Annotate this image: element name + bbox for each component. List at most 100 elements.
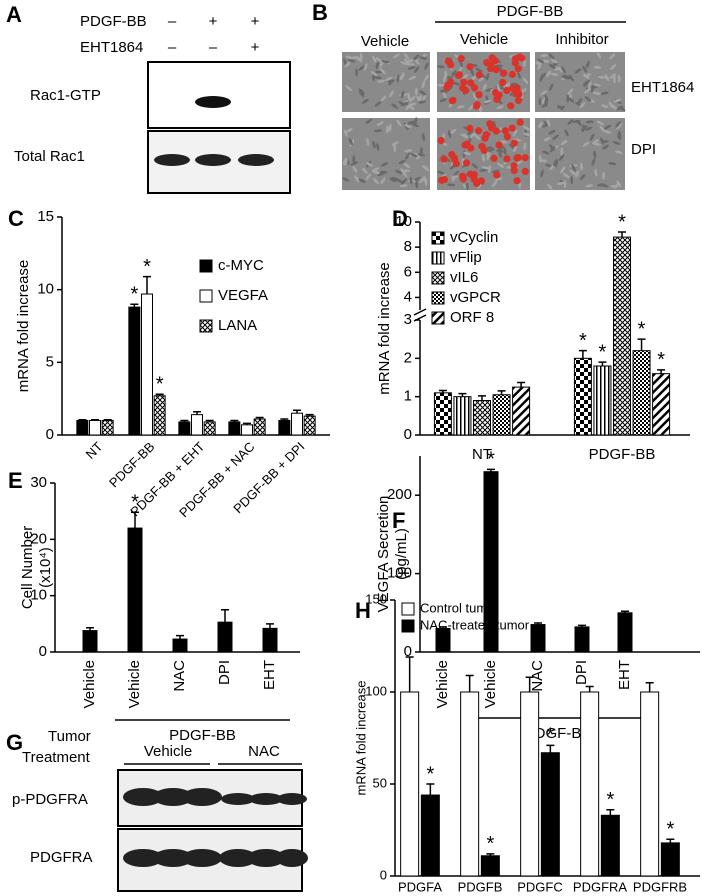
red-cell (503, 86, 511, 94)
cell (604, 124, 612, 130)
cell (522, 132, 531, 137)
cell (372, 170, 380, 175)
cell (351, 56, 360, 60)
sign: – (168, 39, 177, 56)
axis-break (413, 308, 427, 316)
y-tick-label: 0 (404, 643, 412, 660)
cell (421, 80, 426, 89)
significance: * (666, 818, 674, 840)
cell (373, 177, 379, 185)
red-cell (473, 101, 481, 109)
cell (410, 152, 418, 158)
cell (362, 98, 369, 104)
bar (540, 752, 560, 877)
cell (354, 175, 360, 183)
x-tick-label: PDGFRA (573, 879, 628, 894)
red-cell (516, 118, 524, 126)
cell (392, 53, 400, 59)
cell (560, 139, 568, 146)
cell (563, 180, 567, 189)
panel-letter: H (355, 598, 371, 623)
group-label: PDGF-BB (169, 727, 236, 744)
cell (550, 72, 559, 76)
error-bar (517, 381, 526, 388)
red-cell (513, 177, 521, 185)
cell (345, 128, 353, 133)
bar (460, 691, 480, 877)
red-cell (466, 63, 474, 71)
cell (396, 74, 400, 83)
panel-a: A PDGF-BB EHT1864 – + + – – + Rac1-GTP T… (6, 2, 291, 194)
bar (520, 691, 540, 877)
cell (516, 71, 521, 79)
red-cell (467, 79, 475, 87)
cell (379, 170, 388, 174)
significance: * (606, 789, 614, 811)
cell (415, 180, 419, 189)
red-cell (510, 139, 518, 147)
panel-letter: E (8, 468, 23, 493)
cell (409, 95, 416, 102)
bar-chart: C 0 5 10 15 mRNA fold increase c-MYC VEGFA LANA *… (8, 206, 330, 520)
cell (459, 60, 464, 68)
red-cell (521, 167, 529, 176)
cell (584, 96, 592, 102)
legend-swatch (401, 602, 415, 616)
bar (191, 414, 203, 436)
red-cell (466, 124, 474, 132)
cell (437, 83, 446, 87)
red-cell (470, 84, 479, 92)
cell (380, 95, 387, 102)
y-tick-label: 15 (37, 208, 54, 225)
bar (617, 612, 633, 653)
cell (379, 68, 386, 75)
red-cell (470, 175, 478, 183)
y-tick-label: 5 (46, 353, 54, 370)
group-label: PDGF-BB (497, 3, 564, 20)
red-cell (511, 59, 519, 67)
error-bar (180, 419, 189, 422)
bar (473, 400, 491, 436)
error-bar (598, 361, 607, 366)
cell (376, 79, 385, 83)
cell (372, 140, 376, 149)
cell (579, 162, 583, 171)
cell (358, 178, 366, 183)
error-bar (426, 783, 435, 796)
legend-label: vFlip (450, 249, 482, 266)
red-cell (449, 96, 457, 104)
error-bar (205, 419, 214, 422)
bar (400, 691, 420, 877)
cell (461, 133, 469, 139)
cell (537, 62, 542, 70)
panel-letter: C (8, 206, 24, 231)
cell (487, 148, 495, 153)
cell (496, 105, 504, 110)
panel-letter: B (312, 0, 328, 25)
red-cell (492, 66, 500, 74)
bar (492, 394, 511, 436)
cell (419, 176, 426, 184)
cell (547, 183, 553, 190)
y-tick-label: 0 (46, 426, 54, 443)
y-tick-label: 1 (404, 388, 412, 405)
cell (612, 141, 621, 145)
red-cell (463, 140, 471, 148)
cell (419, 90, 427, 96)
cell (541, 102, 549, 108)
group-label: PDGF-BB (525, 725, 592, 742)
cell (497, 162, 504, 168)
error-bar (465, 674, 474, 692)
cell (403, 162, 411, 169)
cell (540, 169, 544, 178)
cell (608, 101, 614, 109)
cell (571, 164, 576, 172)
cell (424, 62, 429, 70)
cell (374, 101, 382, 107)
red-cell (475, 91, 483, 99)
cell (558, 154, 565, 161)
cell (386, 125, 389, 134)
significance: * (546, 725, 554, 747)
cell (540, 54, 549, 57)
blot-band (195, 96, 231, 108)
